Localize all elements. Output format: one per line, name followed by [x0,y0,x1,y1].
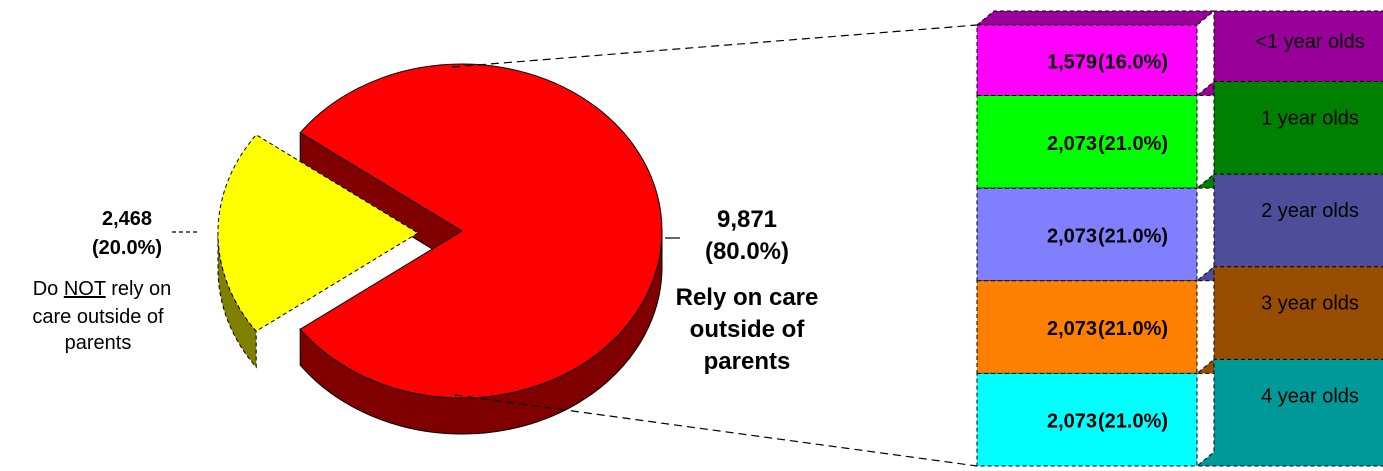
connector-lines [451,24,978,467]
bar-segment-percent-label: (21.0%) [1098,411,1168,433]
connector-bottom [454,394,978,467]
pie-slice-rely-on-care [299,63,663,399]
rely-caption-line: outside of [690,316,806,343]
bar-segment-side-4 [1195,358,1383,467]
bar-segment-side-3 [1195,266,1383,374]
bar-segment-value-label: 2,073 [1047,318,1097,340]
bar-segment-percent-label: (21.0%) [1098,133,1168,155]
bar-segment-3 [976,280,1198,374]
bar-segment-1 [976,95,1198,189]
pie [217,63,663,435]
bar-segment-percent-label: (16.0%) [1098,51,1168,73]
bar-category-label: 2 year olds [1261,200,1359,222]
not-rely-caption-emphasis: NOT [64,278,106,300]
bar-segment-value-label: 2,073 [1047,411,1097,433]
not-rely-caption-prefix: Do [33,278,64,300]
bar-category-label: 1 year olds [1261,107,1359,129]
bar-segment-value-label: 1,579 [1047,51,1097,73]
bar-segment-2 [976,187,1198,282]
bar-segment-value-label: 2,073 [1047,225,1097,247]
bar-segment-top-face [975,10,1216,26]
rely-value-label: 9,871 [717,206,777,233]
not-rely-caption-line: Do NOT rely on [33,278,172,300]
not-rely-caption-line: care outside of [32,306,164,328]
bar-segment-percent-label: (21.0%) [1098,225,1168,247]
rely-caption-line: Rely on care [676,284,819,311]
connector-top [451,24,978,68]
bar-segment-side-2 [1195,173,1383,282]
bar-segment-0 [976,24,1198,96]
stacked-bar [975,10,1383,467]
not-rely-value-label: 2,468 [102,208,152,230]
not-rely-percent-label: (20.0%) [92,237,162,259]
bar-category-label: 4 year olds [1261,385,1359,407]
bar-segment-percent-label: (21.0%) [1098,318,1168,340]
not-rely-caption-suffix: rely on [106,278,172,300]
pie-slice-do-not-rely [217,134,419,332]
bar-category-label: <1 year olds [1255,31,1365,53]
rely-percent-label: (80.0%) [705,238,789,265]
bar-segment-value-label: 2,073 [1047,133,1097,155]
bar-segment-4 [976,372,1198,467]
bar-segment-side-1 [1195,81,1383,189]
not-rely-caption-line: parents [65,332,132,354]
rely-caption-line: parents [704,348,791,375]
bar-category-label: 3 year olds [1261,293,1359,315]
